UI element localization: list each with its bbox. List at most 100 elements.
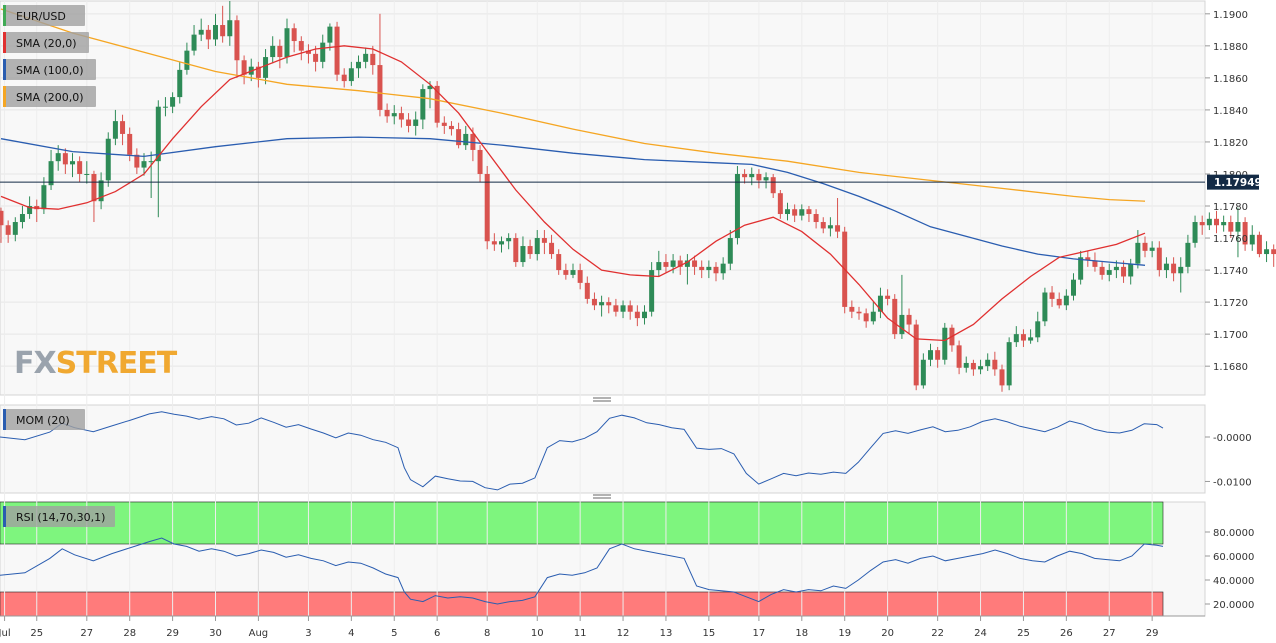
- candle-97: [692, 255, 698, 275]
- candle-138: [985, 353, 991, 371]
- legend-sma200[interactable]: SMA (200,0): [3, 86, 96, 107]
- candle-body-25: [177, 69, 183, 98]
- candle-165: [1178, 257, 1184, 293]
- ytick-label-0: 1.1900: [1213, 10, 1248, 21]
- candle-body-83: [591, 298, 597, 306]
- candle-122: [870, 302, 876, 325]
- candle-body-94: [670, 260, 676, 267]
- candle-68: [484, 165, 490, 250]
- candle-174: [1242, 217, 1248, 251]
- candle-147: [1049, 286, 1055, 307]
- legend-sma100[interactable]: SMA (100,0): [3, 59, 96, 80]
- candle-body-15: [105, 138, 111, 181]
- candle-43: [305, 44, 311, 64]
- candle-60: [427, 81, 433, 109]
- candle-body-55: [391, 113, 397, 117]
- candle-body-41: [291, 28, 297, 42]
- candle-168: [1199, 215, 1205, 235]
- candle-55: [391, 105, 397, 125]
- legend-sma100-label: SMA (100,0): [16, 64, 84, 77]
- xtick-label-11: 8: [484, 628, 490, 639]
- candle-108: [770, 173, 776, 198]
- candle-body-124: [885, 295, 891, 299]
- legend-sma20-label: SMA (20,0): [16, 37, 77, 50]
- candle-body-85: [606, 302, 612, 306]
- candle-body-109: [777, 193, 783, 215]
- mom-rsi-resize-handle[interactable]: [593, 494, 611, 499]
- candle-80: [570, 263, 576, 279]
- legend-sma20[interactable]: SMA (20,0): [3, 32, 89, 53]
- candle-body-82: [584, 282, 590, 299]
- candle-body-1: [5, 225, 11, 235]
- watermark-part2: STREET: [56, 346, 178, 381]
- candle-body-68: [484, 173, 490, 242]
- candle-96: [684, 254, 690, 285]
- candle-body-62: [441, 122, 447, 126]
- candle-169: [1206, 212, 1212, 231]
- candle-172: [1228, 215, 1234, 239]
- legend-eurusd-label: EUR/USD: [16, 10, 66, 23]
- candle-139: [992, 351, 998, 376]
- candle-89: [634, 305, 640, 327]
- candle-body-173: [1235, 222, 1241, 232]
- candle-body-75: [534, 238, 540, 255]
- candle-body-112: [799, 209, 805, 216]
- candle-128: [913, 319, 919, 391]
- candle-86: [613, 298, 619, 317]
- candle-body-144: [1028, 337, 1034, 341]
- candle-104: [742, 169, 748, 184]
- candle-body-102: [727, 238, 733, 264]
- candle-body-33: [234, 20, 240, 61]
- candle-134: [956, 340, 962, 375]
- candle-143: [1020, 329, 1026, 347]
- candle-36: [255, 61, 261, 88]
- candle-125: [892, 294, 898, 339]
- candle-90: [642, 305, 647, 325]
- legend-eurusd[interactable]: EUR/USD: [3, 5, 85, 26]
- candle-19: [134, 148, 140, 174]
- candle-body-110: [785, 209, 790, 215]
- candle-body-98: [699, 266, 705, 271]
- candle-body-149: [1063, 295, 1069, 306]
- candle-49: [348, 61, 354, 86]
- candle-61: [434, 81, 440, 128]
- legend-rsi[interactable]: RSI (14,70,30,1): [3, 506, 115, 527]
- mom-panel: [0, 404, 1206, 494]
- candle-119: [849, 300, 855, 319]
- candle-body-52: [370, 53, 376, 66]
- candle-116: [827, 217, 833, 237]
- candle-body-96: [684, 260, 690, 267]
- line-layer: [0, 8, 1205, 605]
- candle-body-40: [284, 28, 290, 58]
- candle-71: [506, 233, 512, 250]
- main-mom-resize-handle[interactable]: [593, 397, 611, 402]
- candle-body-93: [663, 262, 669, 267]
- candle-body-18: [127, 133, 133, 155]
- candle-52: [370, 45, 376, 75]
- candle-body-167: [1192, 222, 1198, 243]
- candle-24: [170, 92, 176, 114]
- candle-87: [620, 300, 626, 319]
- candle-body-142: [1013, 334, 1019, 343]
- candle-22: [155, 100, 161, 218]
- candle-body-11: [77, 161, 83, 174]
- xtick-label-1: 25: [30, 628, 43, 639]
- candle-44: [313, 45, 319, 72]
- candle-body-19: [134, 154, 140, 168]
- candle-64: [456, 122, 462, 149]
- candle-142: [1013, 326, 1019, 347]
- legend-mom[interactable]: MOM (20): [3, 409, 85, 430]
- candle-body-57: [406, 119, 412, 126]
- candle-0: [0, 207, 4, 243]
- xtick-label-10: 6: [434, 628, 440, 639]
- candle-body-59: [420, 89, 426, 120]
- xtick-label-18: 18: [795, 628, 808, 639]
- candle-50: [356, 55, 361, 78]
- candle-109: [777, 189, 783, 219]
- candle-156: [1113, 260, 1119, 279]
- candle-148: [1056, 292, 1062, 309]
- candle-body-81: [577, 270, 583, 283]
- candle-body-106: [756, 173, 762, 181]
- rsi-ytick-label-3: 20.0000: [1213, 600, 1254, 611]
- ytick-label-4: 1.1820: [1213, 138, 1248, 149]
